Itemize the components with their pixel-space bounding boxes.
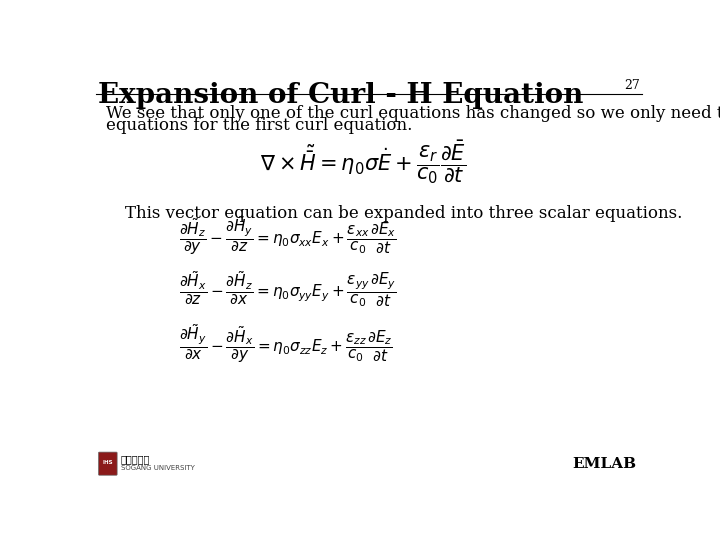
FancyBboxPatch shape <box>99 452 117 475</box>
Text: Expansion of Curl - H Equation: Expansion of Curl - H Equation <box>98 82 583 109</box>
Text: EMLAB: EMLAB <box>572 457 636 471</box>
Text: $\dfrac{\partial \tilde{H}_z}{\partial y} - \dfrac{\partial \tilde{H}_y}{\partia: $\dfrac{\partial \tilde{H}_z}{\partial y… <box>179 214 397 257</box>
Text: $\dfrac{\partial \tilde{H}_y}{\partial x} - \dfrac{\partial \tilde{H}_x}{\partia: $\dfrac{\partial \tilde{H}_y}{\partial x… <box>179 322 393 365</box>
Text: $\nabla \times \tilde{\bar{H}} = \eta_0 \sigma \dot{E} + \dfrac{\varepsilon_r}{c: $\nabla \times \tilde{\bar{H}} = \eta_0 … <box>261 138 467 185</box>
Text: We see that only one of the curl equations has changed so we only need to derive: We see that only one of the curl equatio… <box>106 105 720 122</box>
Text: 서강대학교: 서강대학교 <box>121 454 150 464</box>
Text: This vector equation can be expanded into three scalar equations.: This vector equation can be expanded int… <box>125 205 683 222</box>
Text: $\dfrac{\partial \tilde{H}_x}{\partial z} - \dfrac{\partial \tilde{H}_z}{\partia: $\dfrac{\partial \tilde{H}_x}{\partial z… <box>179 270 397 309</box>
Text: 27: 27 <box>624 79 640 92</box>
Text: equations for the first curl equation.: equations for the first curl equation. <box>106 117 412 134</box>
Text: SOGANG UNIVERSITY: SOGANG UNIVERSITY <box>121 465 195 471</box>
Text: IHS: IHS <box>102 460 113 464</box>
